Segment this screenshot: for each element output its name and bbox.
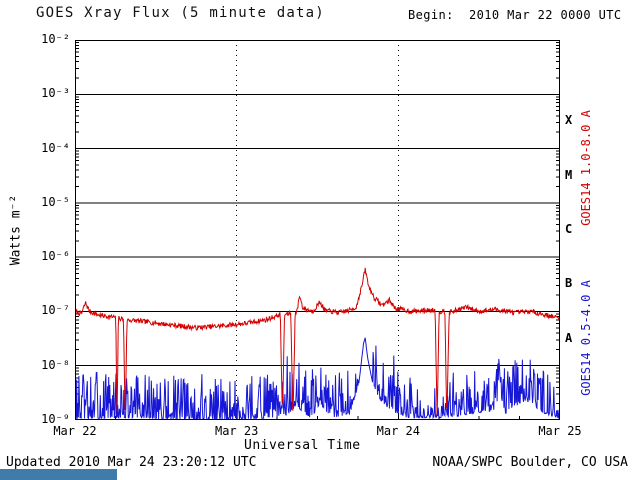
series-line-1 <box>74 337 561 422</box>
xray-flux-chart <box>74 40 561 422</box>
y-tick-label: 10⁻⁶ <box>41 249 70 264</box>
begin-time-label: Begin: 2010 Mar 22 0000 UTC <box>408 8 622 22</box>
plot-area <box>74 40 561 422</box>
x-tick-label: Mar 22 <box>53 424 97 438</box>
x-tick-label: Mar 23 <box>214 424 259 438</box>
y-tick-label: 10⁻⁹ <box>41 412 70 426</box>
x-tick-label: Mar 24 <box>376 424 420 438</box>
series-line-0 <box>74 267 561 417</box>
credit-label: NOAA/SWPC Boulder, CO USA <box>432 455 628 470</box>
series-label-short: GOES14 0.5-4.0 A <box>579 280 593 396</box>
y-tick-label: 10⁻⁸ <box>41 357 70 372</box>
y-tick-label: 10⁻³ <box>41 86 70 101</box>
flare-class-letter: B <box>565 276 573 291</box>
flare-class-letter: M <box>565 167 573 182</box>
plot-title: GOES Xray Flux (5 minute data) <box>36 5 325 21</box>
y-tick-label: 10⁻⁵ <box>41 194 70 209</box>
y-tick-label: 10⁻⁷ <box>41 303 70 318</box>
y-axis-title: Watts m⁻² <box>8 194 24 266</box>
bottom-left-blue-bar <box>0 469 117 480</box>
y-tick-label: 10⁻² <box>41 32 70 46</box>
flare-class-letter: C <box>565 222 573 236</box>
y-tick-label: 10⁻⁴ <box>41 140 70 155</box>
series-label-long: GOES14 1.0-8.0 A <box>579 110 593 226</box>
x-tick-label: Mar 25 <box>538 424 582 438</box>
plot-frame <box>75 40 560 420</box>
x-axis-title: Universal Time <box>244 438 361 453</box>
flare-class-letter: X <box>565 113 573 128</box>
flare-class-letter: A <box>565 330 573 345</box>
updated-timestamp: Updated 2010 Mar 24 23:20:12 UTC <box>6 455 257 470</box>
